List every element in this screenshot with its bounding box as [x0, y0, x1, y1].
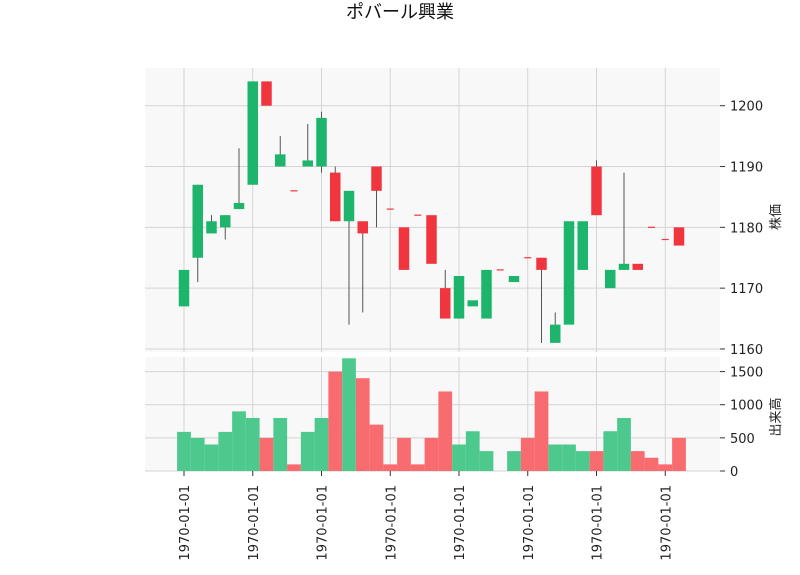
price-tick-label: 1170 [730, 282, 763, 297]
volume-bar [438, 391, 453, 471]
volume-bar [575, 451, 590, 471]
candle-body [220, 215, 231, 228]
candle-body [398, 227, 410, 270]
candle-body [605, 269, 616, 289]
volume-bar [452, 444, 466, 471]
volume-bar [355, 378, 370, 471]
volume-bar [342, 358, 356, 471]
candle-body [206, 221, 217, 234]
volume-bar [204, 444, 219, 471]
volume-bar [658, 464, 673, 471]
x-axis: 1970-01-01 1970-01-01 1970-01-01 1970-01-01… [178, 471, 674, 561]
volume-bar [589, 451, 604, 471]
volume-bar [548, 444, 563, 471]
volume-tick-label: 0 [730, 465, 738, 480]
volume-bar [617, 417, 631, 471]
candle-body [343, 190, 355, 222]
candle-body [618, 263, 630, 270]
candle-body [247, 81, 258, 185]
volume-bar [465, 431, 480, 471]
volume-axis-label: 出来高 [768, 397, 784, 436]
x-tick-label: 1970-01-01 [384, 485, 399, 561]
volume-bar [520, 437, 535, 471]
candle-body [330, 172, 341, 222]
candle-body [275, 154, 286, 167]
candle-body [550, 324, 561, 343]
volume-bar [273, 417, 288, 471]
candle-body [426, 215, 437, 264]
volume-bar [232, 411, 246, 471]
volume-bar [603, 431, 618, 471]
volume-bar [397, 437, 411, 471]
x-tick-label: 1970-01-01 [522, 485, 537, 561]
candle-body [467, 300, 478, 307]
volume-bar [562, 444, 576, 471]
candle-body [591, 166, 602, 216]
candle-body [563, 221, 575, 325]
volume-bar [314, 417, 329, 471]
volume-bar [644, 457, 659, 471]
price-tick-label: 1180 [730, 221, 763, 236]
price-tick-label: 1160 [730, 343, 763, 358]
candle-body [192, 184, 203, 258]
volume-bar [287, 464, 301, 471]
candle-body [453, 275, 465, 319]
volume-bar [630, 451, 645, 471]
candle-body [440, 288, 451, 319]
volume-bar [424, 437, 439, 471]
volume-bar [410, 464, 425, 471]
candle-body [508, 275, 520, 283]
volume-panel: 0 500 1000 1500 [145, 357, 763, 480]
candle-body [233, 203, 245, 210]
price-panel: 1160 1170 1180 1190 1200 [145, 68, 763, 358]
volume-bar [190, 437, 205, 471]
x-tick-label: 1970-01-01 [316, 485, 331, 561]
volume-bar [328, 371, 343, 471]
price-panel-background [145, 68, 720, 352]
price-tick-label: 1200 [730, 100, 763, 115]
volume-bar [218, 431, 233, 471]
volume-bar [507, 451, 521, 471]
volume-tick-label: 1500 [730, 366, 763, 381]
candle-body [536, 257, 547, 270]
volume-tick-label: 500 [730, 432, 755, 447]
candle-body [261, 81, 272, 106]
candle-body [316, 117, 327, 167]
chart-title: ポバール興業 [346, 2, 454, 23]
candle-body [178, 269, 190, 307]
volume-bar [369, 424, 384, 471]
volume-bar [534, 391, 549, 471]
volume-bar [300, 431, 315, 471]
x-tick-label: 1970-01-01 [453, 485, 468, 561]
x-tick-label: 1970-01-01 [247, 485, 262, 561]
candle-body [577, 221, 588, 270]
volume-bar [479, 451, 494, 471]
volume-bar [177, 431, 191, 471]
candle-body [371, 166, 382, 191]
price-axis-label: 株価 [769, 204, 784, 230]
x-tick-label: 1970-01-01 [178, 485, 193, 561]
volume-bar [383, 464, 398, 471]
candle-body [481, 269, 492, 319]
price-tick-label: 1190 [730, 161, 763, 176]
volume-tick-label: 1000 [730, 399, 763, 414]
x-tick-label: 1970-01-01 [591, 485, 606, 561]
candle-body [632, 263, 643, 270]
candle-body [357, 221, 368, 234]
volume-bar [672, 437, 686, 471]
x-tick-label: 1970-01-01 [659, 485, 674, 561]
volume-bar [245, 417, 260, 471]
candle-body [673, 227, 685, 246]
volume-bar [259, 437, 274, 471]
candle-body [302, 160, 313, 167]
